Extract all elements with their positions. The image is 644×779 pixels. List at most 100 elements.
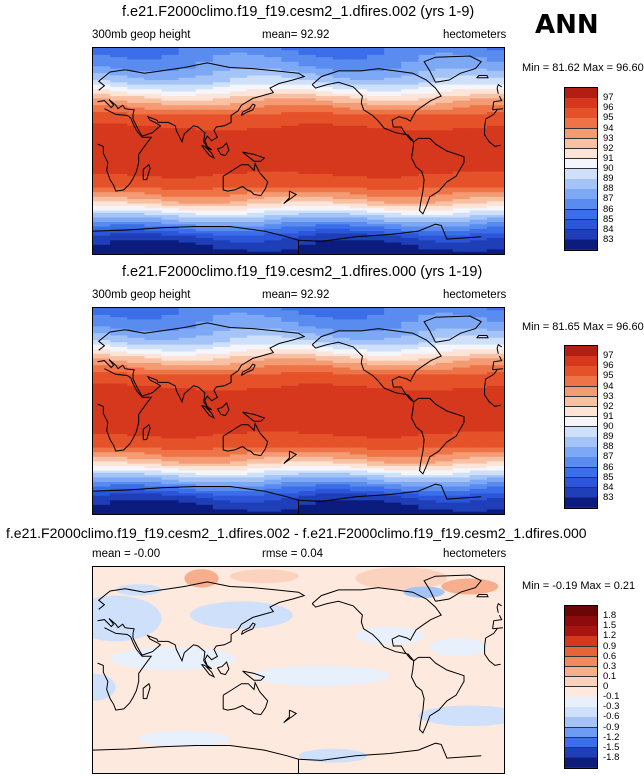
panel-1-map bbox=[92, 47, 505, 255]
coastline-japan bbox=[240, 103, 256, 116]
colorbar-tick-label: 92 bbox=[603, 142, 614, 154]
colorbar-swatch bbox=[565, 189, 597, 200]
coastline-eurasia bbox=[97, 322, 306, 411]
coastline-north-america bbox=[311, 587, 442, 662]
colorbar-tick-label: 1.2 bbox=[603, 630, 617, 642]
colorbar-swatch bbox=[565, 118, 597, 129]
coastline-madagascar bbox=[142, 163, 151, 181]
colorbar-swatch bbox=[565, 376, 597, 387]
colorbar-tick-label: 84 bbox=[603, 481, 614, 493]
coastline-iceland bbox=[476, 335, 489, 339]
colorbar-swatch bbox=[565, 138, 597, 150]
coastline-eurasia bbox=[492, 614, 503, 629]
colorbar-tick-label: 0.9 bbox=[603, 640, 617, 652]
panel-3-colorbar: 1.8 1.5 1.2 0.9 0.6 0.3 0.1 0 -0.1 -0.3 -0.6 -0.9 -1… bbox=[564, 605, 619, 769]
coastline-iceland bbox=[476, 75, 489, 79]
panel-2-map bbox=[92, 307, 505, 515]
colorbar-swatch bbox=[565, 497, 597, 509]
coastline-eurasia bbox=[492, 627, 503, 630]
coastline-africa bbox=[97, 627, 153, 711]
colorbar-tick-label: -1.8 bbox=[603, 751, 620, 763]
coastline-africa bbox=[97, 368, 153, 452]
panel-3-title: f.e21.F2000climo.f19_f19.cesm2_1.dfires.… bbox=[6, 525, 587, 541]
coastlines bbox=[93, 315, 503, 514]
coastline-japan bbox=[240, 622, 256, 635]
colorbar-tick-label: 1.5 bbox=[603, 620, 617, 632]
colorbar-tick-label: 93 bbox=[603, 132, 614, 144]
contour-fill bbox=[93, 48, 504, 254]
coastline-antarctica bbox=[93, 745, 299, 773]
colorbar-tick-label: 85 bbox=[603, 471, 614, 483]
colorbar-tick-label: 91 bbox=[603, 152, 614, 164]
colorbar-swatch bbox=[565, 687, 597, 698]
colorbar-swatch bbox=[565, 646, 597, 658]
colorbar-tick-label: 97 bbox=[603, 350, 614, 362]
colorbar-tick-label: 90 bbox=[603, 163, 614, 174]
colorbar-tick-label: -0.3 bbox=[603, 701, 620, 713]
colorbar-swatch bbox=[565, 747, 597, 759]
colorbar-tick-label: 0.6 bbox=[603, 650, 617, 662]
colorbar-tick-label: -0.9 bbox=[603, 721, 620, 733]
coastline-antarctica bbox=[93, 486, 299, 514]
colorbar-swatch bbox=[565, 199, 597, 210]
colorbar-tick-label: 83 bbox=[603, 491, 614, 503]
season-label: ANN bbox=[535, 10, 599, 40]
coastline-antarctica bbox=[93, 226, 299, 254]
panel-3-mean-label: mean = -0.00 bbox=[92, 548, 161, 560]
colorbar-swatch bbox=[565, 737, 597, 749]
coastline-antarctica bbox=[298, 223, 482, 242]
coastline-borneo bbox=[216, 402, 230, 417]
panel-2-mean-label: mean= 92.92 bbox=[262, 289, 330, 301]
colorbar-swatch bbox=[565, 477, 597, 489]
colorbar-swatch bbox=[565, 219, 597, 231]
panel-1-variable-label: 300mb geop height bbox=[92, 29, 191, 41]
colorbar-swatch bbox=[565, 128, 597, 140]
colorbar-tick-label: 94 bbox=[603, 122, 614, 134]
colorbar-swatch bbox=[565, 396, 597, 408]
colorbar-swatch bbox=[565, 108, 597, 119]
neg-anom-barents bbox=[115, 584, 162, 596]
coastline-africa bbox=[484, 369, 498, 388]
colorbar-swatch bbox=[565, 727, 597, 739]
colorbar-tick-label: 97 bbox=[603, 92, 614, 104]
coastline-borneo bbox=[216, 142, 230, 157]
neg-anom-atl bbox=[429, 637, 487, 657]
coastline-eurasia bbox=[492, 95, 503, 110]
coastline-africa bbox=[484, 127, 501, 147]
neg-anom-namerica bbox=[355, 626, 425, 645]
colorbar-swatch bbox=[565, 606, 597, 617]
colorbar-swatch bbox=[565, 88, 597, 99]
colorbar-swatch bbox=[565, 697, 597, 708]
colorbar-tick-label: 0.3 bbox=[603, 660, 617, 672]
colorbar-swatch bbox=[565, 148, 597, 160]
coastline-africa bbox=[484, 628, 498, 647]
colorbar-swatch bbox=[565, 386, 597, 398]
coastline-madagascar bbox=[142, 682, 151, 700]
coastline-borneo bbox=[216, 661, 230, 676]
coastline-new-guinea bbox=[242, 670, 266, 681]
colorbar-swatch bbox=[565, 467, 597, 479]
colorbar-swatch bbox=[565, 427, 597, 438]
neg-anom-satl bbox=[418, 705, 504, 727]
colorbar-tick-label: 89 bbox=[603, 431, 614, 443]
coastline-south-america bbox=[410, 137, 465, 215]
colorbar-tick-label: 96 bbox=[603, 360, 614, 372]
coastlines bbox=[93, 574, 503, 773]
colorbar-tick-label: 84 bbox=[603, 223, 614, 235]
colorbar-tick-label: 95 bbox=[603, 112, 614, 124]
colorbar-swatch bbox=[565, 666, 597, 678]
panel-1-minmax: Min = 81.62 Max = 96.60 bbox=[522, 62, 644, 74]
neg-anom-baffin bbox=[403, 586, 445, 598]
colorbar-tick-label: 92 bbox=[603, 400, 614, 412]
colorbar-swatch bbox=[565, 98, 597, 109]
neg-anom-europe bbox=[93, 595, 162, 642]
coastline-new-zealand bbox=[283, 709, 298, 724]
coastlines bbox=[93, 55, 503, 254]
colorbar-swatch bbox=[565, 416, 597, 428]
neg-anom-npac bbox=[190, 601, 293, 629]
coastline-australia bbox=[222, 161, 269, 197]
pos-anom-arctic bbox=[355, 567, 447, 590]
colorbar-tick-label: 0.1 bbox=[603, 670, 617, 682]
coastline-africa bbox=[484, 109, 498, 128]
coastline-uk bbox=[496, 83, 502, 94]
